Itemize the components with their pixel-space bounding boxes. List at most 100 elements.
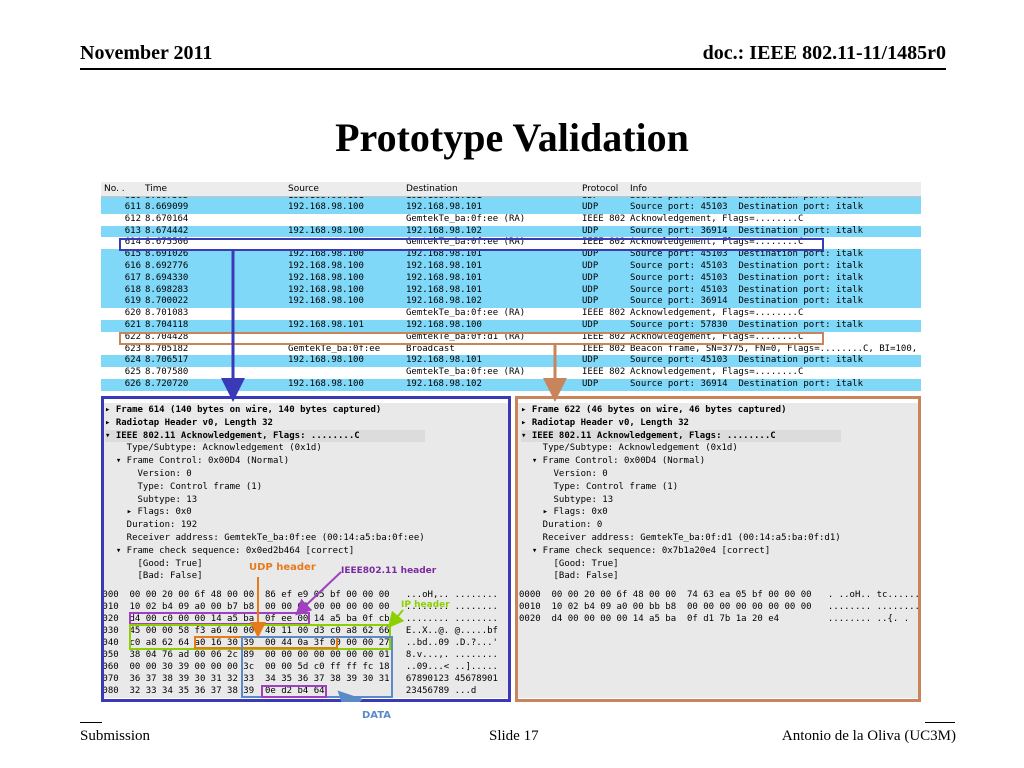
packet-row[interactable]: 610 8.667505 192.168.98.101 192.168.98.101 U… — [101, 197, 921, 202]
packet-cell-dst: 192.168.98.102 — [406, 225, 482, 236]
packet-cell-dst: 192.168.98.101 — [406, 272, 482, 283]
column-info[interactable]: Info — [630, 184, 648, 194]
detail-line[interactable]: ▸ Radiotap Header v0, Length 32 — [105, 417, 273, 428]
packet-cell-no: 624 — [124, 355, 141, 366]
detail-line[interactable]: ▸ Frame 614 (140 bytes on wire, 140 byte… — [105, 405, 382, 415]
packet-row[interactable]: 622 8.704428 GemtekTe_ba:0f:d1 (RA) IEEE 80… — [101, 331, 921, 344]
hex-dump-line: 0020 d4 00 c0 00 00 14 a5 ba 0f ee 00 14… — [101, 614, 498, 624]
packet-cell-proto: IEEE 802 — [582, 331, 626, 342]
packet-cell-info: Source port: 36914 Destination port: ita… — [630, 378, 863, 389]
packet-cell-proto: IEEE 802 — [582, 343, 626, 354]
packet-cell-proto: UDP — [582, 249, 599, 260]
column-destination[interactable]: Destination — [406, 184, 458, 194]
detail-line[interactable]: ▾ Frame check sequence: 0x7b1a20e4 [corr… — [521, 545, 771, 556]
packet-list-header: No. . Time Source Destination Protocol I… — [101, 182, 921, 197]
footer-rule-right — [925, 722, 955, 723]
hex-dump-line: 0050 38 04 76 ad 00 06 2c 89 00 00 00 00… — [101, 650, 498, 660]
packet-cell-no: 617 — [124, 272, 141, 283]
detail-line[interactable]: [Bad: False] — [521, 571, 619, 582]
packet-row[interactable]: 615 8.691026 192.168.98.100 192.168.98.101 U… — [101, 249, 921, 261]
frame-614-details-box — [101, 396, 511, 702]
packet-cell-proto: UDP — [582, 225, 599, 236]
ip-header-label: IP header — [401, 600, 450, 610]
packet-cell-no: 619 — [124, 296, 141, 307]
detail-line[interactable]: Duration: 0 — [521, 520, 603, 531]
packet-cell-no: 614 — [124, 237, 141, 248]
packet-cell-proto: UDP — [582, 378, 599, 389]
packet-cell-dst: 192.168.98.101 — [406, 197, 482, 202]
packet-row[interactable]: 620 8.701083 GemtekTe_ba:0f:ee (RA) IEEE 80… — [101, 308, 921, 320]
detail-line[interactable]: ▾ Frame Control: 0x00D4 (Normal) — [105, 456, 290, 467]
packet-row[interactable]: 617 8.694330 192.168.98.100 192.168.98.101 U… — [101, 272, 921, 285]
detail-line[interactable]: Type/Subtype: Acknowledgement (0x1d) — [105, 443, 322, 454]
packet-row[interactable]: 623 8.705182 GemtekTe_ba:0f:ee Broadcast IEE… — [101, 343, 921, 356]
detail-line[interactable]: ▸ Frame 622 (46 bytes on wire, 46 bytes … — [521, 405, 787, 415]
detail-line[interactable]: Type/Subtype: Acknowledgement (0x1d) — [521, 443, 738, 454]
column-source[interactable]: Source — [288, 184, 319, 194]
frame-622-row-box — [119, 332, 824, 345]
packet-cell-time: 8.707580 — [145, 367, 189, 378]
detail-line[interactable]: ▸ Flags: 0x0 — [521, 507, 608, 518]
packet-row[interactable]: 611 8.669099 192.168.98.100 192.168.98.101 U… — [101, 202, 921, 214]
packet-cell-info: Source port: 45103 Destination port: ita… — [630, 202, 863, 212]
detail-line[interactable]: Receiver address: GemtekTe_ba:0f:d1 (00:… — [521, 532, 841, 543]
packet-cell-time: 8.705182 — [145, 343, 189, 354]
packet-cell-info: Source port: 45103 Destination port: ita… — [630, 249, 863, 260]
packet-row[interactable]: 625 8.707580 GemtekTe_ba:0f:ee (RA) IEEE 80… — [101, 367, 921, 379]
detail-line[interactable]: ▾ IEEE 802.11 Acknowledgement, Flags: ..… — [521, 429, 841, 443]
packet-cell-time: 8.667505 — [145, 197, 188, 202]
detail-line[interactable]: [Good: True] — [521, 558, 619, 569]
detail-line[interactable]: ▾ Frame check sequence: 0x0ed2b464 [corr… — [105, 545, 355, 556]
detail-line[interactable]: Subtype: 13 — [105, 494, 198, 505]
packet-cell-dst: 192.168.98.102 — [406, 296, 482, 307]
udp-header-label: UDP header — [249, 562, 316, 573]
packet-row[interactable]: 612 8.670164 GemtekTe_ba:0f:ee (RA) IEEE 80… — [101, 213, 921, 226]
packet-cell-dst: GemtekTe_ba:0f:d1 (RA) — [406, 331, 526, 342]
slide-title: Prototype Validation — [335, 115, 689, 160]
footer-slide-number: Slide 17 — [489, 728, 539, 744]
packet-row[interactable]: 618 8.698283 192.168.98.100 192.168.98.101 U… — [101, 284, 921, 297]
packet-row[interactable]: 621 8.704118 192.168.98.101 192.168.98.100 U… — [101, 319, 921, 332]
column-protocol[interactable]: Protocol — [582, 184, 619, 194]
data-label: DATA — [362, 710, 392, 721]
detail-line[interactable]: ▸ Radiotap Header v0, Length 32 — [521, 417, 689, 428]
detail-line[interactable]: [Bad: False] — [105, 571, 203, 582]
right-packet-details: ▸ Frame 622 (46 bytes on wire, 46 bytes … — [521, 404, 841, 583]
packet-cell-info: Source port: 45103 Destination port: ita… — [630, 197, 863, 202]
packet-cell-info: Acknowledgement, Flags=........C — [630, 331, 804, 342]
detail-line[interactable]: Version: 0 — [105, 468, 192, 479]
detail-line[interactable]: Subtype: 13 — [521, 494, 614, 505]
detail-line[interactable]: Version: 0 — [521, 468, 608, 479]
detail-line[interactable]: Type: Control frame (1) — [105, 481, 263, 492]
packet-cell-time: 8.706517 — [145, 355, 189, 366]
header-doc-id: doc.: IEEE 802.11-11/1485r0 — [702, 42, 946, 64]
packet-cell-src: 192.168.98.100 — [288, 249, 364, 260]
detail-line[interactable]: Duration: 192 — [105, 520, 198, 531]
packet-row[interactable]: 626 8.720720 192.168.98.100 192.168.98.102 U… — [101, 378, 921, 391]
packet-cell-no: 618 — [124, 284, 141, 295]
packet-cell-info: Source port: 45103 Destination port: ita… — [630, 284, 863, 295]
detail-line[interactable]: ▾ IEEE 802.11 Acknowledgement, Flags: ..… — [105, 429, 425, 443]
packet-cell-dst: 192.168.98.101 — [406, 284, 482, 295]
packet-cell-time: 8.704428 — [145, 331, 189, 342]
packet-row[interactable]: 624 8.706517 192.168.98.100 192.168.98.101 U… — [101, 355, 921, 368]
detail-line[interactable]: ▸ Flags: 0x0 — [105, 507, 192, 518]
packet-cell-time: 8.698283 — [145, 284, 189, 295]
packet-row[interactable]: 614 8.675506 GemtekTe_ba:0f:ee (RA) IEEE 80… — [101, 237, 921, 250]
packet-cell-no: 626 — [124, 378, 141, 389]
packet-cell-proto: UDP — [582, 272, 599, 283]
packet-cell-dst: 192.168.98.101 — [406, 249, 482, 260]
column-time[interactable]: Time — [145, 184, 168, 194]
detail-line[interactable]: [Good: True] — [105, 558, 203, 569]
detail-line[interactable]: ▾ Frame Control: 0x00D4 (Normal) — [521, 456, 706, 467]
packet-cell-no: 611 — [124, 202, 141, 212]
column-no[interactable]: No. . — [104, 184, 125, 194]
packet-cell-time: 8.700022 — [145, 296, 189, 307]
packet-row[interactable]: 619 8.700022 192.168.98.100 192.168.98.102 U… — [101, 296, 921, 309]
annotation-arrows — [221, 251, 567, 702]
detail-line[interactable]: Type: Control frame (1) — [521, 481, 679, 492]
packet-row[interactable]: 613 8.674442 192.168.98.100 192.168.98.102 U… — [101, 225, 921, 238]
packet-cell-proto: IEEE 802 — [582, 367, 626, 378]
detail-line[interactable]: Receiver address: GemtekTe_ba:0f:ee (00:… — [105, 532, 425, 543]
packet-row[interactable]: 616 8.692776 192.168.98.100 192.168.98.101 U… — [101, 260, 921, 273]
